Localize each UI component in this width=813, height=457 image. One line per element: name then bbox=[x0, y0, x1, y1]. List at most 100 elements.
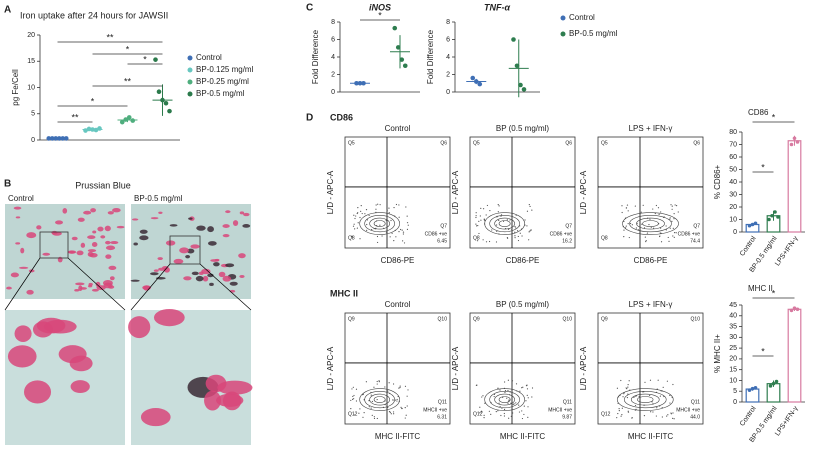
event-dot bbox=[400, 228, 402, 231]
event-dot bbox=[394, 399, 396, 401]
event-dot bbox=[503, 408, 506, 411]
microscopy-label: BP-0.5 mg/ml bbox=[134, 194, 183, 203]
quadrant-label: Q8 bbox=[348, 235, 355, 241]
data-point bbox=[123, 117, 129, 122]
contour bbox=[484, 388, 525, 411]
event-dot bbox=[407, 389, 409, 391]
event-dot bbox=[475, 384, 478, 386]
event-dot bbox=[627, 384, 629, 386]
chart-title: iNOS bbox=[369, 2, 391, 12]
bar bbox=[787, 140, 802, 233]
event-dot bbox=[621, 205, 623, 207]
event-dot bbox=[385, 231, 388, 233]
event-dot bbox=[519, 390, 521, 392]
flow-plot-frame bbox=[344, 312, 451, 425]
event-dot bbox=[379, 224, 381, 226]
event-dot bbox=[396, 398, 398, 401]
event-dot bbox=[620, 379, 622, 382]
zoom-line bbox=[67, 257, 126, 311]
y-tick-label: 10 bbox=[729, 377, 737, 384]
zoom-line bbox=[130, 263, 171, 311]
event-dot bbox=[669, 402, 671, 404]
y-tick-label: 10 bbox=[729, 216, 737, 223]
event-dot bbox=[516, 230, 519, 232]
event-dot bbox=[405, 206, 407, 208]
event-dot bbox=[360, 205, 362, 207]
legend-label: Control bbox=[569, 13, 595, 22]
legend-marker bbox=[187, 67, 193, 73]
legend-label: BP-0.25 mg/ml bbox=[196, 77, 249, 86]
cell bbox=[202, 275, 209, 282]
cell bbox=[183, 276, 192, 281]
event-dot bbox=[493, 393, 496, 396]
event-dot bbox=[629, 222, 632, 225]
event-dot bbox=[627, 410, 629, 412]
cell bbox=[104, 225, 111, 232]
cell bbox=[107, 211, 114, 215]
y-tick-label: 6 bbox=[446, 36, 450, 43]
y-tick-label: 80 bbox=[729, 129, 737, 136]
y-tick-label: 8 bbox=[446, 19, 450, 26]
event-dot bbox=[371, 228, 373, 231]
y-axis-label: Fold Difference bbox=[311, 29, 320, 84]
event-dot bbox=[511, 380, 514, 382]
data-point bbox=[750, 386, 755, 391]
event-dot bbox=[399, 386, 401, 389]
cell bbox=[83, 210, 92, 215]
gate-label: MHCII +ve bbox=[676, 407, 700, 413]
data-point bbox=[753, 221, 758, 226]
event-dot bbox=[403, 242, 406, 244]
cell bbox=[87, 284, 93, 288]
event-dot bbox=[523, 405, 525, 407]
event-dot bbox=[363, 412, 365, 414]
quadrant-label: Q10 bbox=[691, 316, 701, 322]
cell bbox=[90, 208, 96, 213]
event-dot bbox=[406, 215, 408, 217]
event-dot bbox=[377, 203, 379, 205]
event-dot bbox=[388, 207, 390, 209]
flow-x-label: CD86-PE bbox=[506, 256, 540, 265]
cell bbox=[62, 208, 68, 214]
event-dot bbox=[518, 411, 521, 413]
cell bbox=[69, 355, 93, 372]
cell bbox=[188, 217, 193, 220]
cell bbox=[51, 230, 58, 235]
contour bbox=[637, 396, 654, 403]
event-dot bbox=[405, 414, 407, 416]
event-dot bbox=[634, 205, 636, 207]
event-dot bbox=[376, 241, 379, 244]
event-dot bbox=[529, 230, 531, 232]
y-tick-label: 0 bbox=[733, 229, 737, 236]
legend-marker bbox=[560, 31, 566, 37]
quadrant-label: Q12 bbox=[348, 411, 358, 417]
quadrant-label: Q6 bbox=[693, 140, 700, 146]
y-axis-label: % MHC II+ bbox=[713, 334, 722, 373]
event-dot bbox=[365, 381, 367, 383]
y-tick-label: 30 bbox=[729, 191, 737, 198]
event-dot bbox=[355, 400, 358, 402]
event-dot bbox=[509, 219, 511, 221]
cell bbox=[153, 269, 159, 272]
event-dot bbox=[484, 402, 486, 404]
event-dot bbox=[507, 389, 509, 392]
event-dot bbox=[359, 408, 361, 410]
event-dot bbox=[511, 229, 513, 231]
event-dot bbox=[500, 414, 502, 417]
flow-y-label: L/D - APC-A bbox=[579, 170, 588, 214]
event-dot bbox=[395, 203, 398, 206]
event-dot bbox=[623, 393, 625, 395]
event-dot bbox=[353, 394, 355, 397]
event-dot bbox=[404, 407, 406, 409]
significance-label: * bbox=[761, 162, 765, 172]
event-dot bbox=[669, 394, 671, 397]
flow-x-label: CD86-PE bbox=[634, 256, 668, 265]
cell bbox=[87, 249, 97, 253]
panel-label: C bbox=[306, 3, 313, 14]
event-dot bbox=[368, 214, 370, 217]
quadrant-label: Q7 bbox=[440, 223, 447, 229]
data-point bbox=[795, 140, 800, 144]
event-dot bbox=[388, 410, 391, 413]
event-dot bbox=[526, 210, 529, 212]
cell bbox=[6, 286, 12, 290]
cell bbox=[110, 241, 119, 245]
